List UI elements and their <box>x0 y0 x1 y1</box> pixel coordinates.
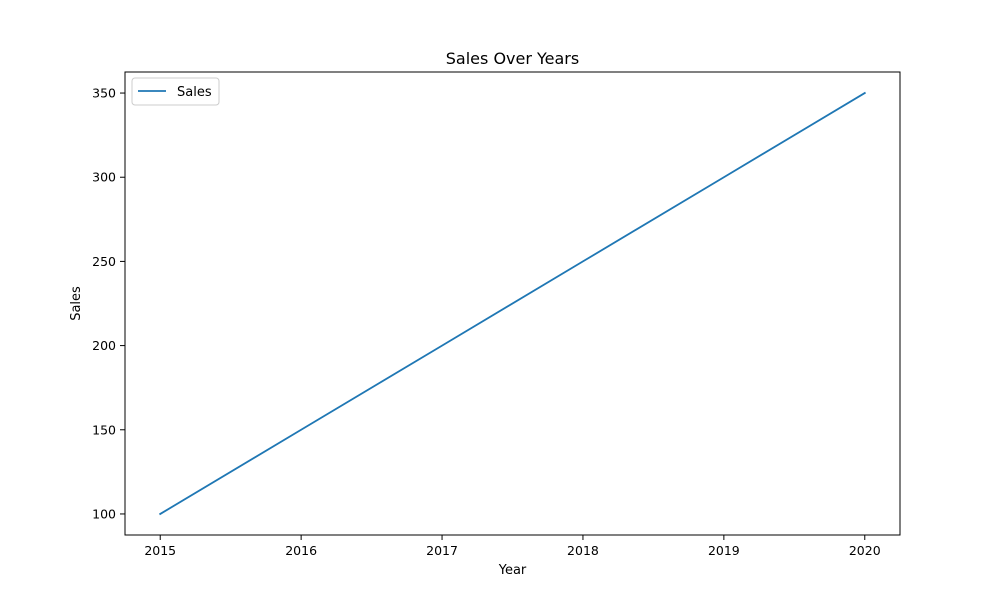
legend-label-sales: Sales <box>177 85 212 100</box>
x-axis-label: Year <box>498 563 527 578</box>
x-axis-ticks: 2015 2016 2017 2018 2019 2020 <box>144 535 881 558</box>
x-tick-label: 2019 <box>708 543 740 558</box>
y-tick-label: 350 <box>92 86 116 101</box>
series-line-sales <box>158 91 867 516</box>
series-layer <box>158 91 867 516</box>
y-tick-label: 300 <box>92 170 116 185</box>
x-tick-label: 2020 <box>849 543 881 558</box>
x-tick-label: 2017 <box>426 543 458 558</box>
x-tick-label: 2016 <box>285 543 317 558</box>
legend-box <box>131 77 220 106</box>
y-axis-ticks: 100 150 200 250 300 350 <box>92 86 125 521</box>
plot-area-frame <box>124 71 901 536</box>
x-tick-label: 2015 <box>144 543 176 558</box>
chart-title: Sales Over Years <box>446 49 579 68</box>
x-tick-label: 2018 <box>567 543 599 558</box>
y-axis-label: Sales <box>69 286 84 321</box>
y-tick-label: 250 <box>92 254 116 269</box>
y-tick-label: 100 <box>92 506 116 521</box>
legend: Sales <box>131 77 220 106</box>
y-tick-label: 150 <box>92 422 116 437</box>
y-tick-label: 200 <box>92 338 116 353</box>
